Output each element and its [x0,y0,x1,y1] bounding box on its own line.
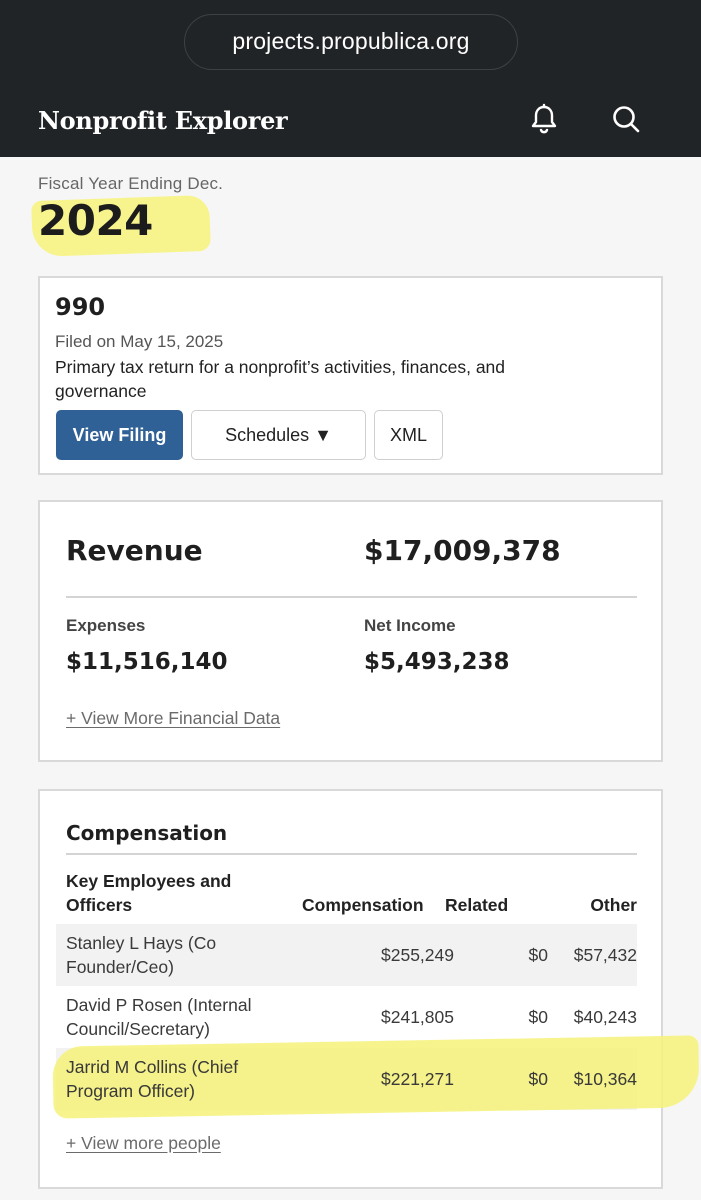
related-amount: $0 [528,1007,548,1027]
employee-name: Stanley L Hays (Co Founder/Ceo) [66,933,217,977]
browser-url-area: projects.propublica.org [0,0,701,82]
xml-button[interactable]: XML [374,410,443,460]
revenue-value: $17,009,378 [364,534,561,567]
compensation-amount: $255,249 [381,945,454,965]
compensation-amount: $241,805 [381,1007,454,1027]
search-icon[interactable] [609,102,643,136]
highlighted-row-text: Jarrid M Collins (Chief Program Officer)… [56,1048,637,1110]
table-row: David P Rosen (Internal Council/Secretar… [56,986,637,1048]
divider [66,596,637,598]
column-header-other: Other [590,895,637,915]
column-header-name: Key Employees and Officers [66,871,232,915]
expenses-value: $11,516,140 [66,649,228,675]
view-filing-button[interactable]: View Filing [56,410,183,460]
column-header-compensation: Compensation [302,895,424,915]
compensation-title: Compensation [66,821,228,845]
net-income-value: $5,493,238 [364,649,510,675]
other-amount: $40,243 [573,1007,637,1027]
compensation-card: Compensation Key Employees and Officers … [38,789,700,1189]
bell-icon[interactable] [527,102,561,136]
site-header: Nonprofit Explorer [0,82,701,157]
filing-card: 990 Filed on May 15, 2025 Primary tax re… [38,276,663,475]
net-income-label: Net Income [364,616,456,635]
table-row: Stanley L Hays (Co Founder/Ceo) $255,249… [56,924,637,986]
other-amount: $57,432 [573,945,637,965]
related-amount: $0 [528,945,548,965]
divider [66,853,637,855]
expenses-label: Expenses [66,616,146,635]
revenue-label: Revenue [66,534,203,567]
related-amount: $0 [528,1069,548,1089]
url-bar[interactable]: projects.propublica.org [184,14,518,70]
form-description: Primary tax return for a nonprofit’s act… [55,357,506,401]
employee-name: Jarrid M Collins (Chief Program Officer) [66,1057,239,1101]
fiscal-year-label: Fiscal Year Ending Dec. [38,174,224,193]
view-more-people-link[interactable]: + View more people [66,1133,221,1153]
fiscal-year: 2024 [38,196,153,245]
form-code: 990 [55,293,106,321]
other-amount: $10,364 [573,1069,637,1089]
financial-summary-card: Revenue $17,009,378 Expenses Net Income … [38,500,663,762]
employee-name: David P Rosen (Internal Council/Secretar… [66,995,252,1039]
schedules-dropdown-button[interactable]: Schedules ▼ [191,410,366,460]
filed-on-date: Filed on May 15, 2025 [55,332,224,351]
view-more-financial-data-link[interactable]: + View More Financial Data [66,708,281,728]
compensation-amount: $221,271 [381,1069,454,1089]
column-header-related: Related [445,895,509,915]
brand-logo[interactable]: Nonprofit Explorer [38,106,288,135]
